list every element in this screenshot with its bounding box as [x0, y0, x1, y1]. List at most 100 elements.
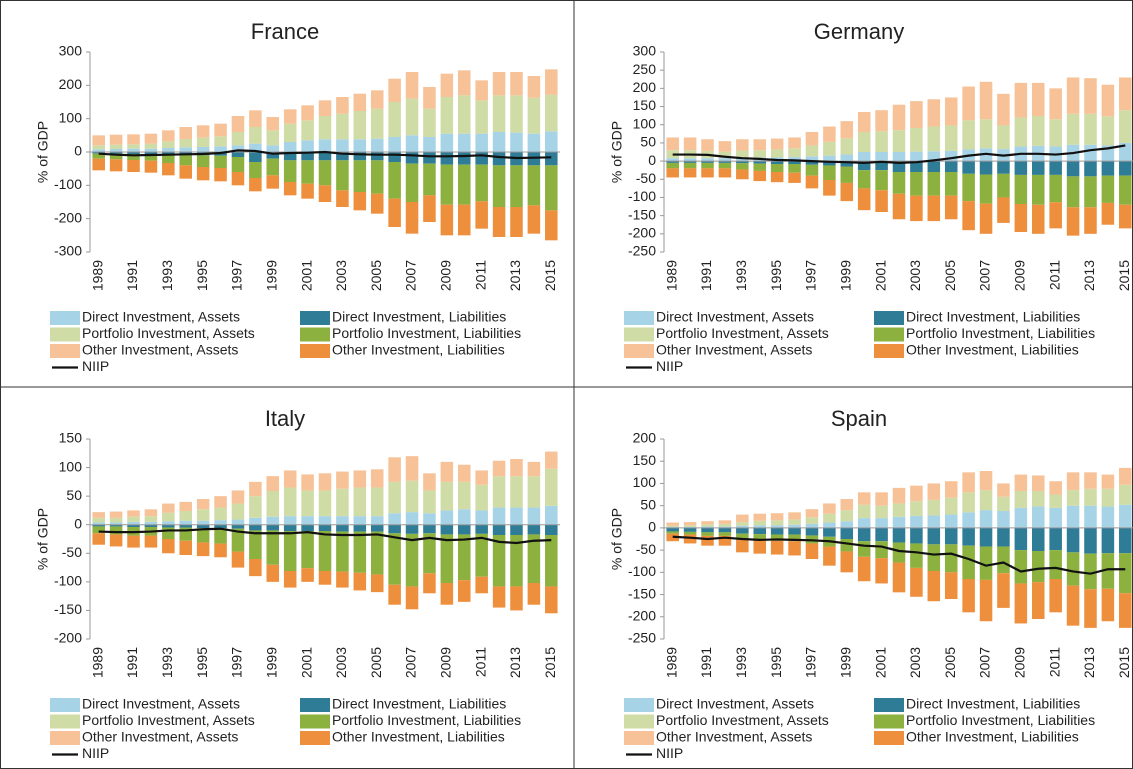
bar-segment	[162, 503, 175, 513]
bar-segment	[997, 93, 1010, 126]
bar-segment	[857, 556, 871, 582]
bar-segment	[1066, 505, 1080, 528]
bar-segment	[805, 164, 819, 176]
bar-segment	[527, 76, 541, 98]
bar-segment	[423, 152, 436, 164]
bar-segment	[805, 543, 819, 559]
bar-segment	[301, 531, 314, 569]
bar-segment	[823, 155, 836, 162]
bar-segment	[910, 101, 923, 128]
bar-segment	[962, 201, 975, 231]
bar-segment	[127, 516, 140, 522]
bar-segment	[979, 119, 993, 149]
bar-segment	[1101, 553, 1115, 589]
bar-segment	[457, 534, 471, 581]
bar-segment	[283, 123, 297, 142]
bar-segment	[388, 102, 401, 137]
bar-segment	[440, 481, 454, 511]
bar-segment	[875, 558, 888, 584]
bar-segment	[1014, 491, 1028, 508]
bar-segment	[1066, 585, 1080, 626]
bar-segment	[1101, 488, 1115, 507]
legend-label: Direct Investment, Assets	[82, 309, 240, 325]
bar-segment	[979, 471, 993, 491]
bar-segment	[92, 524, 105, 527]
bar-segment	[875, 110, 888, 132]
chart-panel: France % of GDP -300 -200 -100 0 100 200 300 1989…	[35, 19, 560, 374]
y-tick-label: 50	[640, 496, 656, 512]
bar-segment	[336, 113, 349, 140]
y-axis-label: % of GDP	[35, 508, 51, 570]
bar-segment	[388, 481, 401, 514]
bar-segment	[127, 134, 140, 145]
bar-segment	[545, 524, 558, 535]
bar-segment	[1014, 583, 1028, 624]
bar-segment	[283, 470, 297, 488]
bar-segment	[1101, 175, 1115, 203]
y-tick-label: 200	[59, 76, 83, 92]
x-tick-label: 1995	[768, 647, 784, 678]
bar-segment	[353, 192, 367, 211]
bar-segment	[196, 509, 210, 521]
bar-segment	[283, 109, 297, 124]
bar-segment	[927, 126, 941, 152]
legend-swatch	[624, 714, 654, 729]
y-tick-label: 200	[633, 430, 657, 446]
bar-segment	[179, 501, 193, 511]
x-tick-label: 2003	[907, 260, 923, 291]
legend-label: Direct Investment, Liabilities	[906, 696, 1080, 712]
x-tick-label: 1991	[124, 647, 140, 678]
bar-segment	[683, 162, 697, 169]
bar-segment	[440, 133, 454, 152]
bar-segment	[492, 95, 506, 132]
bar-segment	[1084, 161, 1097, 177]
x-tick-label: 1997	[229, 260, 245, 291]
bar-segment	[788, 164, 801, 173]
bar-segment	[666, 158, 679, 162]
bar-segment	[353, 516, 367, 525]
bar-segment	[1066, 472, 1080, 491]
bar-segment	[127, 521, 140, 525]
bar-segment	[475, 201, 488, 229]
bar-segment	[944, 497, 958, 515]
bar-segment	[927, 195, 941, 222]
legend-swatch	[300, 327, 330, 342]
bar-segment	[753, 139, 767, 151]
bar-segment	[283, 531, 297, 571]
bar-segment	[162, 130, 175, 142]
bar-segment	[788, 527, 801, 535]
bar-segment	[249, 162, 262, 178]
bar-segment	[944, 527, 958, 545]
bar-segment	[805, 156, 819, 162]
bar-segment	[927, 499, 941, 516]
bar-segment	[788, 161, 801, 164]
niip-line	[672, 144, 1126, 165]
y-tick-label: -200	[54, 630, 82, 646]
bar-segment	[457, 509, 471, 525]
bar-segment	[475, 524, 488, 534]
bar-segment	[231, 157, 245, 172]
bar-segment	[788, 524, 801, 528]
bar-segment	[423, 163, 436, 196]
bar-segment	[683, 158, 697, 162]
bar-segment	[805, 523, 819, 528]
bar-segment	[353, 572, 367, 591]
bar-segment	[683, 137, 697, 151]
bar-segment	[492, 535, 506, 587]
bar-segment	[283, 182, 297, 196]
bar-segment	[1084, 527, 1097, 554]
bar-segment	[510, 459, 523, 477]
bar-segment	[1119, 467, 1132, 485]
bar-segment	[823, 161, 836, 166]
bar-segment	[788, 148, 801, 158]
bar-segment	[1049, 161, 1062, 175]
bar-segment	[179, 540, 193, 555]
bar-segment	[423, 195, 436, 222]
bar-segment	[405, 72, 419, 99]
bar-segment	[718, 161, 732, 163]
bar-segment	[875, 161, 888, 171]
bar-segment	[370, 138, 384, 152]
bar-segment	[701, 139, 714, 151]
bar-segment	[196, 125, 210, 138]
bar-segment	[92, 526, 105, 534]
